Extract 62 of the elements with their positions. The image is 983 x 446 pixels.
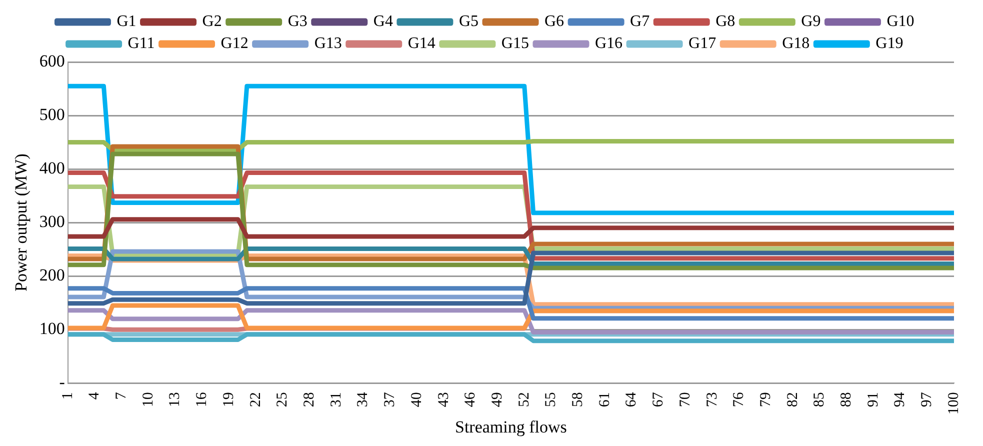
y-tick-label: - [59, 372, 66, 392]
x-tick-label: 10 [140, 392, 156, 408]
legend-label: G6 [544, 13, 564, 30]
x-tick-label: 58 [570, 392, 586, 408]
x-tick-label: 46 [462, 392, 479, 408]
x-tick-label: 88 [838, 392, 855, 408]
x-tick-label: 28 [302, 392, 318, 408]
x-tick-label: 67 [650, 392, 667, 408]
legend-label: G11 [128, 35, 155, 52]
x-tick-label: 91 [865, 392, 882, 408]
legend-label: G1 [116, 13, 136, 30]
y-tick-label: 500 [39, 104, 65, 124]
x-tick-label: 49 [489, 392, 506, 408]
x-tick-label: 19 [220, 392, 237, 408]
legend-label: G19 [876, 35, 904, 52]
x-tick-label: 13 [167, 392, 184, 408]
legend-label: G9 [801, 13, 821, 30]
legend-label: G14 [408, 35, 436, 52]
x-tick-label: 37 [382, 392, 398, 408]
x-tick-label: 52 [516, 392, 532, 408]
x-tick-label: 94 [892, 392, 908, 408]
y-tick-label: 300 [39, 212, 65, 232]
x-tick-label: 61 [596, 392, 613, 408]
legend-label: G13 [314, 35, 342, 52]
x-tick-label: 97 [919, 392, 936, 408]
x-tick-label: 55 [543, 392, 560, 408]
legend-label: G12 [220, 35, 248, 52]
x-tick-label: 79 [758, 392, 774, 408]
legend-label: G17 [688, 35, 716, 52]
y-tick-label: 400 [39, 158, 65, 178]
legend-label: G8 [716, 13, 736, 30]
y-axis-title: Power output (MW) [12, 154, 31, 292]
x-tick-label: 16 [194, 392, 210, 408]
legend-label: G10 [886, 13, 914, 30]
legend-label: G2 [202, 13, 222, 30]
legend-label: G7 [630, 13, 650, 30]
x-tick-label: 22 [248, 392, 264, 408]
x-tick-label: 43 [436, 392, 452, 408]
y-tick-label: 600 [39, 51, 65, 70]
y-tick-label: 200 [39, 266, 65, 285]
x-tick-label: 34 [355, 392, 372, 408]
x-tick-label: 4 [86, 392, 103, 400]
x-tick-label: 70 [677, 392, 694, 408]
legend-label: G16 [594, 35, 623, 52]
x-tick-label: 40 [408, 392, 425, 408]
y-tick-label: 100 [39, 319, 65, 338]
x-tick-label: 100 [946, 392, 962, 415]
legend-label: G5 [458, 13, 479, 30]
legend-label: G15 [501, 35, 529, 52]
x-tick-label: 31 [328, 392, 344, 408]
x-tick-label: 64 [624, 392, 640, 408]
x-tick-label: 25 [274, 392, 291, 408]
legend-label: G3 [288, 13, 308, 30]
x-tick-label: 1 [60, 392, 76, 400]
legend-label: G18 [782, 35, 810, 52]
x-tick-label: 76 [731, 392, 748, 408]
x-tick-label: 7 [114, 392, 130, 400]
x-axis-title: Streaming flows [454, 417, 567, 436]
x-tick-label: 73 [704, 392, 720, 408]
x-tick-label: 85 [812, 392, 828, 408]
x-tick-label: 82 [784, 392, 801, 408]
legend-label: G4 [373, 13, 393, 30]
